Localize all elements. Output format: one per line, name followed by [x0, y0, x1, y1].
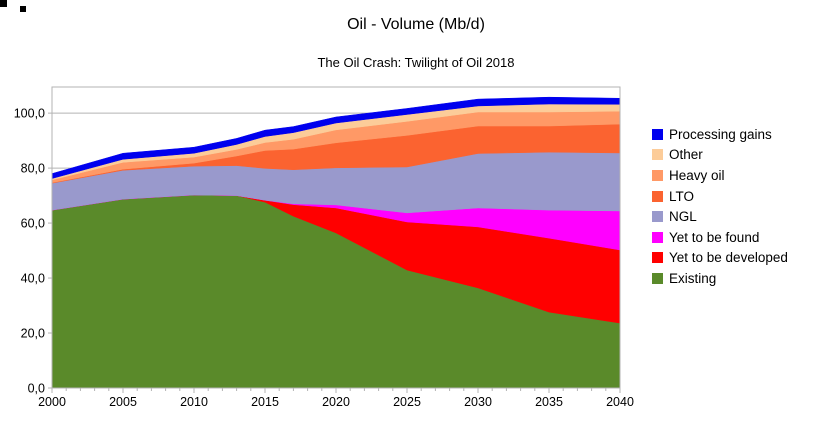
x-tick-label: 2025 — [393, 395, 421, 409]
legend-label: Heavy oil — [669, 167, 725, 183]
legend-label: Yet to be found — [669, 229, 760, 245]
legend: Processing gains Other Heavy oil LTO NGL Yet … — [652, 124, 788, 289]
x-tick-label: 2005 — [109, 395, 137, 409]
legend-item-ngl[interactable]: NGL — [652, 206, 788, 227]
legend-swatch-icon — [652, 252, 663, 264]
y-tick-label: 0,0 — [28, 382, 45, 396]
legend-swatch-icon — [652, 149, 663, 161]
legend-label: Processing gains — [669, 126, 772, 142]
x-tick-label: 2020 — [322, 395, 350, 409]
legend-label: Other — [669, 147, 703, 163]
legend-item-processing-gains[interactable]: Processing gains — [652, 124, 788, 145]
legend-label: Existing — [669, 270, 717, 286]
selection-handle-icon[interactable] — [0, 0, 7, 7]
chart-title: Oil - Volume (Mb/d) — [347, 16, 485, 33]
selection-handle-icon[interactable] — [20, 6, 26, 12]
legend-item-lto[interactable]: LTO — [652, 186, 788, 207]
legend-item-heavy-oil[interactable]: Heavy oil — [652, 165, 788, 186]
x-tick-label: 2015 — [251, 395, 279, 409]
legend-swatch-icon — [652, 128, 663, 140]
y-tick-label: 100,0 — [14, 107, 45, 121]
y-tick-label: 80,0 — [21, 162, 45, 176]
legend-item-existing[interactable]: Existing — [652, 268, 788, 289]
legend-swatch-icon — [652, 272, 663, 284]
legend-item-yet-to-be-found[interactable]: Yet to be found — [652, 227, 788, 248]
chart-subtitle: The Oil Crash: Twilight of Oil 2018 — [317, 55, 515, 70]
legend-swatch-icon — [652, 169, 663, 181]
legend-swatch-icon — [652, 211, 663, 223]
legend-label: NGL — [669, 209, 697, 225]
x-tick-label: 2030 — [464, 395, 492, 409]
x-tick-label: 2040 — [606, 395, 634, 409]
legend-item-yet-to-be-developed[interactable]: Yet to be developed — [652, 248, 788, 269]
legend-item-other[interactable]: Other — [652, 145, 788, 166]
legend-swatch-icon — [652, 190, 663, 202]
y-tick-label: 40,0 — [21, 272, 45, 286]
x-tick-label: 2010 — [180, 395, 208, 409]
legend-swatch-icon — [652, 231, 663, 243]
legend-label: Yet to be developed — [669, 250, 788, 266]
x-tick-label: 2035 — [535, 395, 563, 409]
x-tick-label: 2000 — [38, 395, 66, 409]
y-tick-label: 60,0 — [21, 217, 45, 231]
y-tick-label: 20,0 — [21, 327, 45, 341]
legend-label: LTO — [669, 188, 695, 204]
